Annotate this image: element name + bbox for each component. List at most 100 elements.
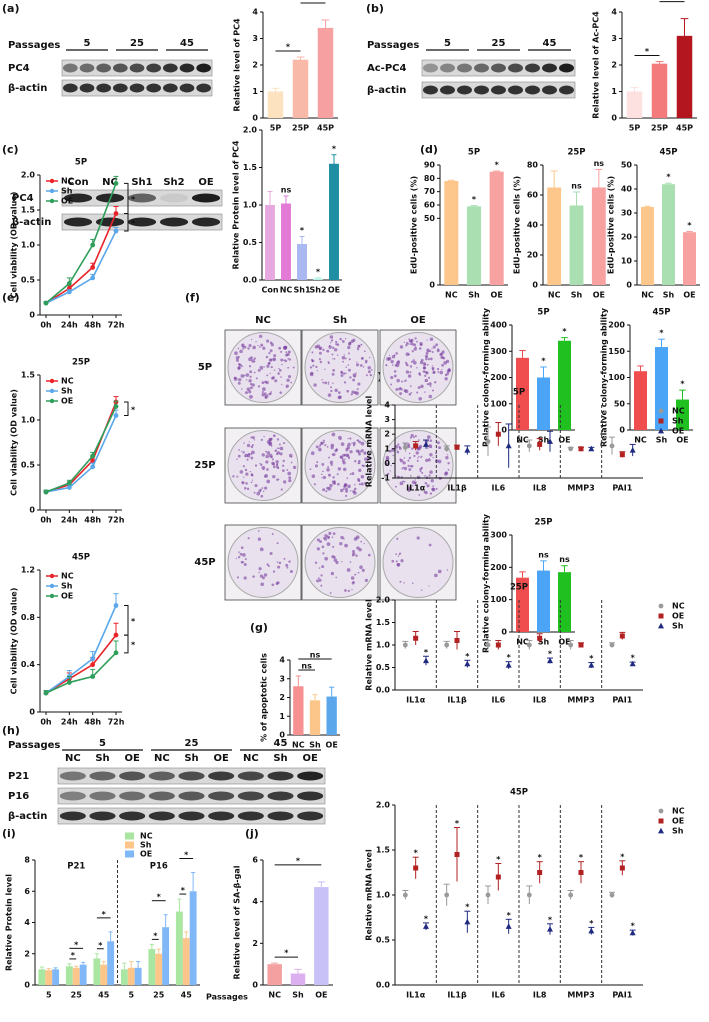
colony-dot	[357, 478, 360, 481]
colony-dot	[243, 576, 247, 580]
y-tick-label: 0	[619, 426, 625, 435]
colony-dot	[431, 487, 436, 492]
colony-dot	[432, 345, 436, 349]
blot-group: 25	[185, 738, 199, 749]
blot-band	[440, 85, 455, 95]
colony-dot	[260, 494, 264, 498]
colony-dot	[260, 343, 264, 347]
colony-dot	[405, 342, 409, 345]
colony-dot	[259, 574, 264, 578]
annotation: *	[131, 219, 136, 228]
legend-marker	[49, 188, 55, 194]
colony-row: 45P	[194, 557, 215, 568]
y-tick-label: 3	[252, 34, 258, 43]
point	[505, 662, 512, 668]
y-axis-label: EdU-positive cells (%)	[607, 176, 616, 274]
point	[609, 892, 615, 898]
annotation: ns	[310, 650, 321, 659]
colony-dot	[236, 458, 238, 460]
colony-dot	[393, 374, 397, 378]
colony-dot	[405, 352, 410, 357]
point	[619, 865, 625, 871]
y-tick-label: 100	[608, 373, 625, 382]
colony-dot	[332, 480, 334, 482]
colony-dot	[431, 351, 434, 354]
bar	[162, 927, 170, 985]
colony-dot	[398, 445, 401, 449]
colony-dot	[250, 338, 253, 341]
x-tick-label: IL6	[492, 484, 506, 493]
colony-dot	[343, 354, 345, 356]
colony-dot	[251, 479, 254, 481]
colony-dot	[388, 449, 392, 453]
colony-dot	[421, 455, 423, 458]
colony-dot	[444, 377, 448, 381]
colony-dot	[331, 536, 334, 539]
y-tick-label: 6	[252, 856, 258, 865]
colony-dot	[316, 461, 319, 464]
colony-dot	[344, 357, 347, 360]
blot-group: 45	[543, 38, 557, 49]
colony-dot	[321, 477, 323, 479]
colony-dot	[335, 340, 338, 344]
colony-dot	[277, 565, 281, 569]
colony-dot	[413, 347, 417, 351]
colony-dot	[277, 372, 280, 375]
colony-dot	[367, 366, 371, 370]
colony-dot	[393, 370, 397, 373]
legend-marker	[658, 418, 664, 424]
colony-dot	[363, 543, 365, 545]
chart-title: 45P	[652, 308, 670, 318]
blot-band	[491, 85, 506, 95]
point	[588, 927, 595, 934]
y-axis-label: % of apoptotic cells	[260, 653, 269, 742]
blot-band	[474, 63, 489, 73]
legend-marker	[658, 613, 664, 619]
colony-dot	[425, 371, 428, 374]
colony-dot	[411, 447, 414, 450]
point	[402, 444, 408, 450]
colony-dot	[280, 488, 283, 491]
colony-dot	[249, 382, 253, 386]
colony-dot	[398, 387, 402, 391]
colony-dot	[242, 553, 246, 557]
colony-dot	[330, 443, 335, 448]
colony-dot	[355, 372, 357, 374]
blot-header: Passages	[8, 40, 60, 51]
blot-row-label: P16	[8, 791, 29, 802]
colony-dot	[313, 383, 317, 387]
x-tick-label: Sh2	[309, 286, 326, 295]
colony-dot	[358, 483, 361, 486]
colony-dot	[409, 371, 412, 374]
colony-dot	[273, 369, 276, 371]
colony-dot	[390, 383, 393, 386]
bar	[309, 700, 321, 735]
colony-dot	[439, 370, 444, 375]
annotation: *	[465, 652, 470, 661]
colony-dot	[436, 367, 440, 371]
colony-dot	[257, 368, 261, 372]
panel-label: (j)	[245, 827, 259, 840]
bar	[267, 964, 282, 985]
blot-row-label: PC4	[8, 63, 30, 74]
colony-dot	[346, 445, 351, 450]
lane-label: NC	[65, 753, 81, 764]
x-tick-label: 5	[46, 991, 52, 1000]
bar	[292, 59, 309, 118]
colony-dot	[239, 470, 244, 474]
colony-dot	[272, 376, 275, 380]
blot-band	[423, 63, 438, 73]
colony-dot	[428, 382, 432, 386]
annotation: *	[589, 919, 594, 928]
colony-dot	[250, 436, 253, 439]
colony-dot	[432, 456, 434, 459]
colony-dot	[426, 484, 430, 488]
x-tick-label: IL1α	[406, 696, 426, 705]
x-tick-label: MMP3	[567, 991, 594, 1000]
colony-dot	[286, 352, 290, 357]
colony-dot	[279, 446, 284, 451]
legend-marker	[658, 603, 664, 609]
colony-dot	[266, 468, 269, 471]
x-tick-label: 72h	[108, 718, 125, 727]
colony-dot	[342, 461, 346, 465]
